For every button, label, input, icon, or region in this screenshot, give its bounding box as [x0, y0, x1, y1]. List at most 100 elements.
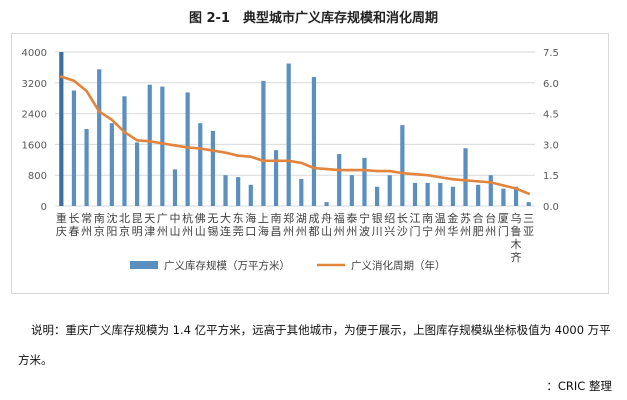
category-label: 江门	[410, 212, 421, 238]
line-point	[388, 169, 392, 173]
y-left-tick-label: 1600	[22, 140, 47, 151]
line-point	[375, 169, 379, 173]
right-axis-ticks: 0.0 1.5 3.0 4.5 6.0 7.5	[543, 48, 559, 213]
line-point	[337, 168, 341, 172]
bar	[147, 84, 152, 206]
bar	[122, 96, 127, 206]
line-point	[426, 173, 429, 177]
figure-title: 图 2-1 典型城市广义库存规模和消化周期	[188, 11, 438, 26]
bar	[160, 86, 165, 206]
bar	[513, 186, 519, 206]
line-point	[262, 159, 265, 163]
bar	[223, 175, 228, 206]
category-label: 天津	[144, 212, 155, 238]
bar	[135, 142, 140, 206]
y-left-tick-label: 2400	[22, 110, 47, 121]
y-right-tick-label: 3.0	[543, 140, 559, 151]
line-point	[186, 146, 189, 149]
bar	[273, 150, 279, 206]
line-point	[224, 151, 227, 154]
legend-bar-swatch	[130, 261, 158, 269]
category-label: 台州	[485, 211, 496, 238]
line-series	[60, 75, 530, 195]
bar-series	[59, 52, 531, 207]
bar	[526, 202, 531, 206]
category-label: 南京	[94, 212, 105, 238]
category-label: 常州	[81, 212, 92, 238]
category-label: 厦门	[498, 212, 509, 238]
bar	[501, 188, 506, 206]
chart-frame: 0 800 1600 2400 3200 4000 0.0 1.5 3.0 4.5 6.0 7.5 …	[11, 33, 609, 294]
line-point	[161, 142, 164, 145]
category-label: 长春	[68, 212, 79, 238]
category-label: 郑州	[283, 211, 294, 238]
line-point	[363, 168, 366, 172]
bar	[236, 177, 241, 206]
category-label: 舟山	[321, 211, 332, 238]
bar	[299, 179, 304, 206]
bar	[450, 186, 455, 206]
bar	[59, 52, 64, 206]
figure-note: 说明：重庆广义库存规模为 1.4 亿平方米，远高于其他城市，为便于展示，上图库存…	[18, 323, 611, 367]
category-label: 无锡	[207, 212, 218, 238]
line-point	[350, 168, 354, 172]
category-label: 海口	[245, 211, 256, 238]
y-left-tick-label: 3200	[22, 79, 47, 90]
category-label: 南宁	[422, 212, 433, 238]
bar	[311, 77, 317, 207]
category-label: 绍兴	[384, 211, 395, 238]
y-left-tick-label: 800	[28, 171, 47, 182]
bar	[349, 175, 354, 206]
category-label: 福州	[334, 211, 345, 238]
category-label: 温州	[435, 212, 446, 238]
y-right-tick-label: 4.5	[543, 110, 559, 121]
category-label: 银川	[372, 211, 383, 238]
line-point	[476, 180, 480, 183]
line-point	[211, 149, 215, 152]
line-point	[274, 159, 278, 163]
y-right-tick-label: 1.5	[543, 171, 559, 182]
bar	[185, 92, 190, 206]
bar	[248, 184, 253, 206]
bar	[337, 154, 342, 206]
line-point	[413, 172, 417, 176]
category-label: 上海	[258, 212, 269, 238]
category-label: 大连	[220, 211, 231, 238]
category-label: 金华	[447, 211, 458, 238]
line-point	[60, 75, 63, 78]
bar	[438, 182, 443, 206]
bar	[488, 175, 493, 206]
category-label: 乌鲁木齐	[511, 211, 522, 264]
line-point	[401, 171, 404, 175]
line-point	[489, 181, 493, 184]
legend-bar-label: 广义库存规模（万平方米）	[164, 259, 290, 272]
bar	[400, 125, 405, 206]
category-label: 苏州	[460, 212, 471, 238]
bar	[198, 123, 203, 206]
y-right-tick-label: 7.5	[543, 48, 559, 59]
category-label: 沈阳	[106, 211, 117, 238]
line-point	[514, 187, 518, 190]
category-label: 中山	[170, 212, 181, 238]
bar	[387, 175, 392, 206]
line-point	[236, 154, 240, 157]
legend: 广义库存规模（万平方米） 广义消化周期（年）	[130, 259, 446, 272]
category-label: 湖州	[296, 212, 307, 238]
line-point	[249, 155, 253, 159]
line-point	[198, 147, 202, 150]
line-point	[300, 161, 303, 165]
bar	[324, 202, 329, 206]
bar	[109, 123, 114, 206]
line-point	[97, 110, 101, 113]
line-point	[312, 166, 316, 170]
line-point	[110, 118, 114, 122]
bar	[97, 69, 102, 206]
line-point	[123, 130, 126, 134]
line-point	[451, 178, 455, 181]
bar	[412, 182, 418, 206]
line-point	[438, 175, 442, 179]
line-point	[72, 79, 76, 83]
category-label: 佛山	[195, 212, 206, 238]
line-point	[148, 140, 152, 143]
